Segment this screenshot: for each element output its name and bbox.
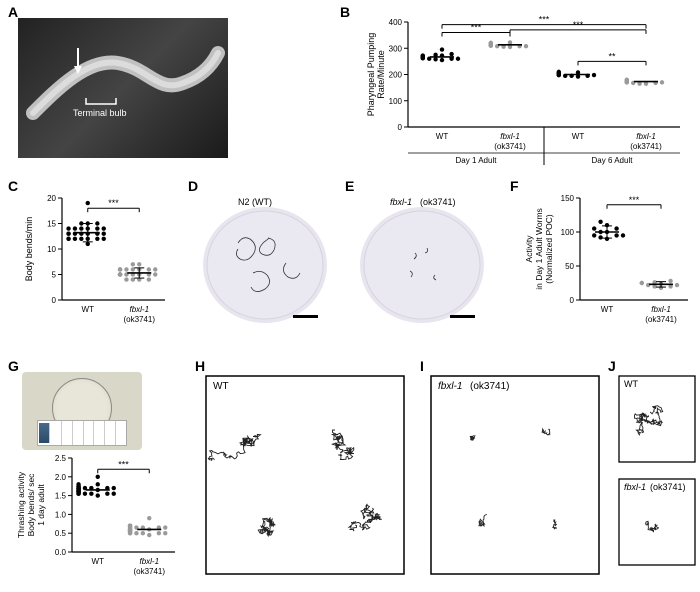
svg-text:15: 15 <box>47 220 56 229</box>
svg-text:0.5: 0.5 <box>55 529 67 538</box>
svg-text:Thrashing activityBody bends/: Thrashing activityBody bends/ sec1 day a… <box>16 471 46 538</box>
svg-text:WT: WT <box>92 557 105 566</box>
panel-label-c: C <box>8 178 18 194</box>
svg-text:0: 0 <box>398 123 403 132</box>
svg-text:***: *** <box>118 459 129 469</box>
svg-text:N2 (WT): N2 (WT) <box>238 197 272 207</box>
svg-text:300: 300 <box>389 44 403 53</box>
panel-label-g: G <box>8 358 19 374</box>
panel-label-f: F <box>510 178 519 194</box>
panel-label-d: D <box>188 178 198 194</box>
svg-text:fbxl-1: fbxl-1 <box>636 132 656 141</box>
svg-text:20: 20 <box>47 194 56 203</box>
svg-text:50: 50 <box>565 262 574 271</box>
svg-text:(ok3741): (ok3741) <box>645 315 677 324</box>
svg-text:Day 6 Adult: Day 6 Adult <box>592 156 634 165</box>
svg-text:***: *** <box>629 195 640 205</box>
panel-label-i: I <box>420 358 424 374</box>
svg-text:1.0: 1.0 <box>55 510 67 519</box>
panel-i-tracks: fbxl-1 (ok3741) <box>430 375 600 575</box>
svg-text:WT: WT <box>624 379 638 389</box>
panel-label-e: E <box>345 178 354 194</box>
svg-text:WT: WT <box>213 381 229 392</box>
svg-text:fbxl-1: fbxl-1 <box>438 381 462 392</box>
svg-text:WT: WT <box>572 132 585 141</box>
svg-text:**: ** <box>608 51 616 61</box>
svg-text:fbxl-1: fbxl-1 <box>390 197 412 207</box>
svg-text:WT: WT <box>82 305 95 314</box>
svg-text:WT: WT <box>601 305 614 314</box>
panel-h-tracks: WT <box>205 375 405 575</box>
svg-text:(ok3741): (ok3741) <box>133 567 165 576</box>
panel-j-bot: fbxl-1 (ok3741) <box>618 478 696 566</box>
panel-c-chart: 0 5 10 15 20 Body bends/min WT fbxl-1(ok3741) **… <box>20 190 170 340</box>
svg-text:100: 100 <box>561 228 575 237</box>
svg-text:150: 150 <box>561 194 575 203</box>
panel-label-b: B <box>340 4 350 20</box>
svg-text:Pharyngeal PumpingRate/Minute: Pharyngeal PumpingRate/Minute <box>366 33 386 117</box>
svg-text:fbxl-1: fbxl-1 <box>139 557 159 566</box>
panel-label-h: H <box>195 358 205 374</box>
panel-j-top: WT <box>618 375 696 463</box>
panel-a-image: Terminal bulb <box>18 18 228 158</box>
svg-text:Activityin Day 1 Adult Worms(N: Activityin Day 1 Adult Worms(Normalized … <box>524 208 554 290</box>
svg-text:0: 0 <box>570 296 575 305</box>
svg-text:10: 10 <box>47 245 56 254</box>
svg-text:100: 100 <box>389 97 403 106</box>
svg-text:Body bends/min: Body bends/min <box>24 217 34 282</box>
svg-text:(ok3741): (ok3741) <box>123 315 155 324</box>
svg-text:WT: WT <box>436 132 449 141</box>
terminal-bulb-label: Terminal bulb <box>73 108 127 118</box>
svg-text:(ok3741): (ok3741) <box>420 197 456 207</box>
svg-text:0: 0 <box>52 296 57 305</box>
panel-g-chart: 0.00.51.01.52.02.5Thrashing activityBody… <box>20 452 180 590</box>
svg-text:(ok3741): (ok3741) <box>470 381 509 392</box>
svg-text:***: *** <box>539 15 550 25</box>
svg-text:fbxl-1: fbxl-1 <box>651 305 671 314</box>
svg-text:5: 5 <box>52 271 57 280</box>
svg-text:fbxl-1: fbxl-1 <box>624 482 646 492</box>
panel-b-chart: 0 100 200 300 400Pharyngeal PumpingRate/Minu… <box>360 12 690 172</box>
svg-text:2.0: 2.0 <box>55 473 67 482</box>
svg-text:400: 400 <box>389 18 403 27</box>
svg-text:***: *** <box>573 20 584 30</box>
panel-e-image: fbxl-1 (ok3741) <box>355 193 490 328</box>
panel-g-photo <box>22 372 142 450</box>
svg-text:200: 200 <box>389 71 403 80</box>
svg-text:(ok3741): (ok3741) <box>630 142 662 151</box>
svg-text:Day 1 Adult: Day 1 Adult <box>456 156 498 165</box>
panel-d-image: N2 (WT) <box>198 193 333 328</box>
svg-text:fbxl-1: fbxl-1 <box>500 132 520 141</box>
svg-text:fbxl-1: fbxl-1 <box>129 305 149 314</box>
panel-label-a: A <box>8 4 18 20</box>
svg-text:***: *** <box>471 23 482 33</box>
svg-text:***: *** <box>108 198 119 208</box>
panel-label-j: J <box>608 358 616 374</box>
svg-text:0.0: 0.0 <box>55 548 67 557</box>
svg-text:1.5: 1.5 <box>55 492 67 501</box>
svg-text:2.5: 2.5 <box>55 454 67 463</box>
panel-f-chart: 050100150Activityin Day 1 Adult Worms(No… <box>528 190 693 340</box>
svg-text:(ok3741): (ok3741) <box>650 482 686 492</box>
svg-text:(ok3741): (ok3741) <box>494 142 526 151</box>
